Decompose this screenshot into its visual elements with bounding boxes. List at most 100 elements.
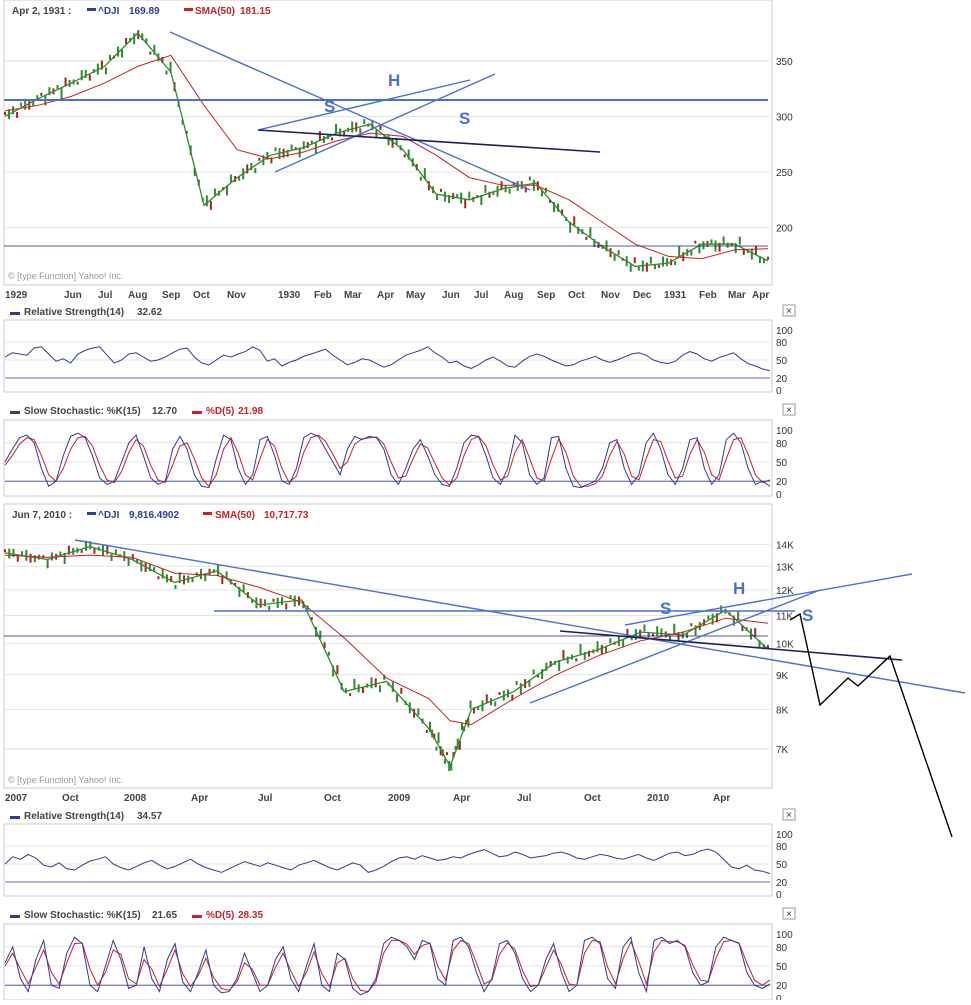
top-candle: [322, 135, 325, 143]
top-rsi-close-button[interactable]: ×: [782, 304, 796, 317]
top-candle: [161, 57, 164, 64]
bot-candle: [336, 665, 339, 675]
bot-y-tick-label: 8K: [776, 706, 789, 717]
bot-candle: [242, 584, 245, 593]
top-stoch-frame: [3, 419, 773, 497]
top-candle: [452, 193, 455, 200]
bottom-stoch-close-button[interactable]: ×: [782, 907, 796, 920]
top-stoch-k-value: 12.70: [152, 406, 177, 417]
top-candle: [734, 243, 737, 254]
top-candle: [302, 141, 305, 150]
bot-candle: [686, 633, 689, 639]
bottom-legend-sma-value: 10,717.73: [264, 510, 309, 521]
top-candle: [690, 250, 693, 256]
bot-candle: [123, 551, 126, 562]
bot-candle: [4, 549, 6, 553]
top-x-axis: 1929 Jun Jul Aug Sep Oct Nov 1930 Feb Mar Apr May Ju…: [5, 290, 769, 301]
bot-candle: [460, 723, 463, 731]
bot-candle: [178, 572, 181, 584]
top-candle: [678, 246, 681, 258]
bot-candle: [29, 553, 32, 563]
bot-candle: [549, 660, 552, 667]
bot-candle: [643, 624, 646, 632]
bot-candle: [89, 541, 92, 550]
bot-candle: [16, 555, 19, 562]
oscillator-y-tick-label: 20: [776, 981, 788, 992]
top-candle: [613, 253, 616, 261]
top-candle: [88, 74, 91, 81]
top-x-tick-label: Oct: [568, 290, 585, 301]
bottom-main-panel: Jun 7, 2010 : ^DJI 9,816.4902 SMA(50) 10…: [3, 503, 966, 838]
oscillator-y-tick-label: 100: [776, 830, 793, 841]
bot-y-tick-label: 9K: [776, 671, 789, 682]
close-icon: ×: [786, 909, 792, 920]
bot-candle: [639, 629, 642, 639]
bot-x-tick-label: Jul: [517, 793, 532, 804]
bot-candle: [656, 626, 659, 637]
bot-y-tick-label: 14K: [776, 540, 794, 551]
bot-candle: [511, 694, 514, 701]
top-x-tick-label: Feb: [699, 290, 717, 301]
bot-candle: [583, 651, 586, 660]
top-candle: [549, 199, 551, 203]
bot-candle: [425, 729, 428, 733]
bot-candle: [558, 660, 561, 672]
bot-candle: [626, 628, 629, 635]
top-candle: [20, 102, 23, 107]
top-candle: [468, 191, 471, 199]
top-legend-sma-swatch: [184, 8, 193, 11]
top-candle: [758, 256, 761, 264]
bot-candle: [200, 569, 203, 580]
bot-candle: [289, 595, 292, 600]
bot-candle: [221, 575, 224, 585]
bot-candle: [63, 553, 66, 565]
oscillator-y-tick-label: 20: [776, 477, 788, 488]
bot-candle: [114, 549, 117, 555]
bottom-stoch-d-value: 28.35: [238, 910, 263, 921]
top-candle: [331, 137, 333, 141]
top-candle: [597, 241, 600, 248]
bot-x-tick-label: 2010: [647, 793, 670, 804]
top-candle: [181, 119, 184, 125]
top-candle: [104, 67, 107, 75]
top-candle: [718, 242, 721, 252]
oscillator-y-tick-label: 50: [776, 962, 788, 973]
top-candle: [282, 148, 285, 158]
top-stoch-close-button[interactable]: ×: [782, 403, 796, 416]
bot-candle: [332, 665, 335, 677]
bottom-sma-series: [4, 554, 769, 726]
bot-candle: [622, 639, 625, 648]
top-legend-sma: SMA(50): [195, 6, 235, 17]
bottom-stoch-label: Slow Stochastic: %K(15): [24, 910, 141, 921]
top-main-panel: Apr 2, 1931 : ^DJI 169.89 SMA(50) 181.15…: [3, 0, 793, 286]
top-candle: [193, 167, 196, 176]
close-icon: ×: [786, 405, 792, 416]
top-candle: [456, 193, 459, 198]
top-candle: [682, 252, 685, 262]
top-candle: [738, 236, 741, 245]
bot-candle: [251, 599, 254, 604]
bottom-rsi-close-button[interactable]: ×: [782, 808, 796, 821]
top-stoch-d-swatch: ▬: [192, 406, 202, 417]
top-candle: [371, 120, 374, 131]
top-candle: [56, 84, 59, 89]
bot-candle: [174, 584, 177, 589]
bottom-wedge-upper: [624, 573, 913, 626]
bottom-neckline: [559, 630, 903, 661]
bot-x-tick-label: 2007: [5, 793, 28, 804]
bottom-price-series: [4, 545, 769, 768]
top-candle: [528, 176, 531, 181]
bot-candle: [711, 613, 714, 625]
top-candle: [209, 200, 212, 210]
bot-candle: [694, 625, 697, 636]
top-copyright: © [type Function] Yahoo! Inc.: [8, 271, 123, 281]
bot-candle: [450, 762, 453, 771]
top-x-tick-label: Apr: [752, 290, 769, 301]
bot-candle: [148, 564, 151, 572]
bot-candle: [562, 649, 565, 659]
oscillator-y-tick-label: 50: [776, 458, 788, 469]
top-candle: [48, 87, 51, 96]
bottom-copyright: © [type Function] Yahoo! Inc.: [8, 775, 123, 785]
bot-candle: [80, 549, 83, 553]
